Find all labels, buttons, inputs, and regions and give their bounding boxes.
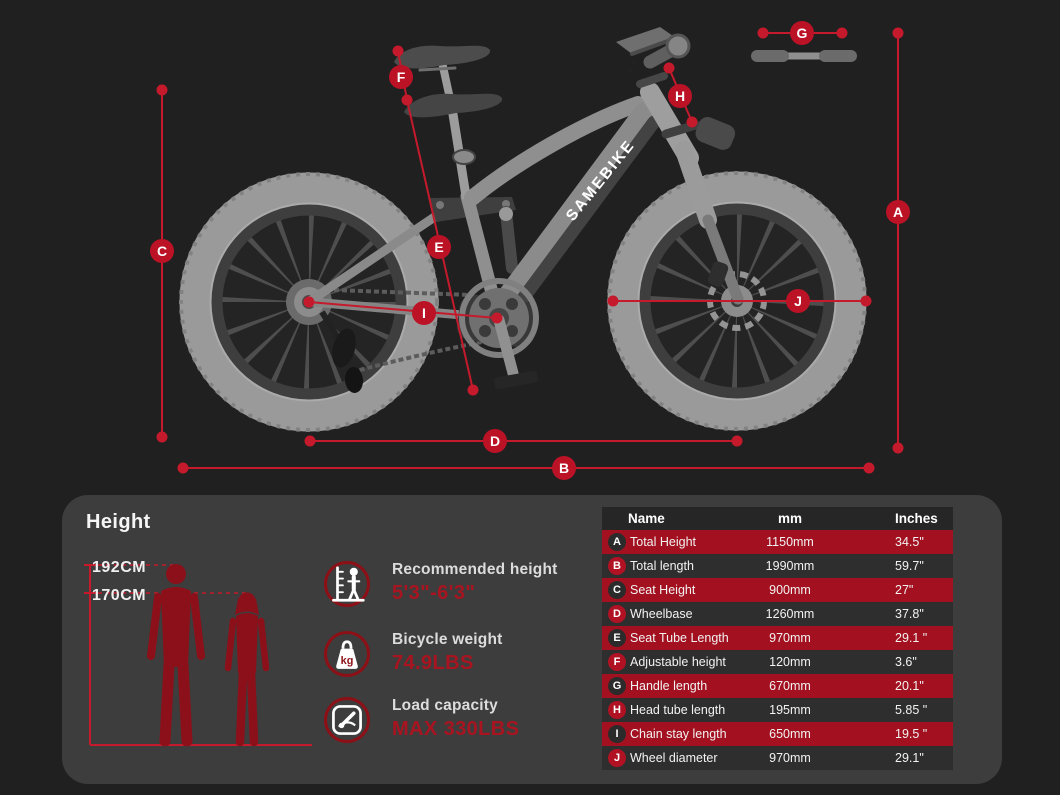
spec-panel: Height — [62, 495, 1002, 784]
row-name: Adjustable height — [630, 655, 726, 669]
tall-height-label: 192CM — [92, 559, 147, 576]
stat-value: 5'3"-6'3" — [392, 582, 476, 604]
row-mm: 1260mm — [765, 607, 815, 621]
row-name: Head tube length — [630, 703, 726, 717]
height-section-title: Height — [86, 511, 151, 533]
marker-d: D — [483, 429, 507, 453]
row-letter-badge: F — [608, 653, 626, 671]
table-row: H Head tube length 195mm 5.85 " — [602, 698, 953, 722]
row-mm: 970mm — [769, 751, 811, 765]
row-inches: 37.8" — [895, 607, 924, 621]
marker-a: A — [886, 200, 910, 224]
row-name: Chain stay length — [630, 727, 727, 741]
female-silhouette — [224, 592, 270, 747]
table-row: E Seat Tube Length 970mm 29.1 " — [602, 626, 953, 650]
row-name: Seat Height — [630, 583, 696, 597]
spec-table: Name mm Inches A Total Height 1150mm 34.… — [602, 507, 953, 770]
row-inches: 19.5 " — [895, 727, 928, 741]
stat-recommended-height: Recommended height 5'3"-6'3" — [324, 559, 594, 615]
row-inches: 29.1 " — [895, 631, 928, 645]
table-row: D Wheelbase 1260mm 37.8" — [602, 602, 953, 626]
stat-bicycle-weight: kg Bicycle weight 74.9LBS — [324, 629, 594, 685]
row-name: Wheelbase — [630, 607, 693, 621]
gauge-icon — [324, 697, 370, 743]
marker-f: F — [389, 65, 413, 89]
stat-load-capacity: Load capacity MAX 330LBS — [324, 695, 594, 751]
row-mm: 650mm — [769, 727, 811, 741]
col-header-inches: Inches — [895, 511, 938, 526]
row-inches: 27" — [895, 583, 914, 597]
row-inches: 29.1" — [895, 751, 924, 765]
marker-h: H — [668, 84, 692, 108]
table-row: J Wheel diameter 970mm 29.1" — [602, 746, 953, 770]
samebike-logo: SAMEBIKE — [563, 137, 639, 225]
marker-e: E — [427, 235, 451, 259]
stat-value: MAX 330LBS — [392, 718, 520, 740]
spec-table-header: Name mm Inches — [602, 507, 953, 530]
table-row: I Chain stay length 650mm 19.5 " — [602, 722, 953, 746]
row-letter-badge: E — [608, 629, 626, 647]
male-silhouette — [147, 564, 205, 747]
main-frame — [464, 96, 661, 328]
table-row: G Handle length 670mm 20.1" — [602, 674, 953, 698]
bike-diagram-illustration: SAMEBIKE — [156, 27, 904, 474]
row-letter-badge: I — [608, 725, 626, 743]
row-letter-badge: C — [608, 581, 626, 599]
row-letter-badge: A — [608, 533, 626, 551]
row-name: Seat Tube Length — [630, 631, 729, 645]
drivetrain — [456, 278, 539, 390]
chain — [333, 288, 483, 374]
stat-label: Recommended height — [392, 561, 558, 578]
marker-i: I — [412, 301, 436, 325]
table-row: B Total length 1990mm 59.7" — [602, 554, 953, 578]
front-fork — [675, 141, 744, 305]
stat-label: Bicycle weight — [392, 631, 503, 648]
row-inches: 34.5" — [895, 535, 924, 549]
row-mm: 900mm — [769, 583, 811, 597]
marker-j: J — [786, 289, 810, 313]
height-figures — [84, 564, 312, 747]
row-mm: 1990mm — [765, 559, 815, 573]
rear-derailleur-icon — [319, 310, 364, 393]
row-letter-badge: H — [608, 701, 626, 719]
row-mm: 1150mm — [766, 535, 814, 549]
svg-text:kg: kg — [341, 655, 354, 667]
row-name: Handle length — [630, 679, 708, 693]
row-mm: 120mm — [769, 655, 811, 669]
row-mm: 670mm — [769, 679, 811, 693]
row-inches: 3.6" — [895, 655, 917, 669]
row-name: Wheel diameter — [630, 751, 718, 765]
table-row: A Total Height 1150mm 34.5" — [602, 530, 953, 554]
weight-kg-icon: kg — [324, 631, 370, 677]
stat-label: Load capacity — [392, 697, 498, 714]
marker-c: C — [150, 239, 174, 263]
table-row: F Adjustable height 120mm 3.6" — [602, 650, 953, 674]
col-header-name: Name — [628, 511, 665, 526]
row-inches: 59.7" — [895, 559, 924, 573]
short-height-label: 170CM — [92, 587, 147, 604]
row-name: Total length — [630, 559, 694, 573]
row-letter-badge: G — [608, 677, 626, 695]
row-letter-badge: J — [608, 749, 626, 767]
row-mm: 970mm — [769, 631, 811, 645]
row-letter-badge: B — [608, 557, 626, 575]
marker-g: G — [790, 21, 814, 45]
row-name: Total Height — [630, 535, 697, 549]
table-row: C Seat Height 900mm 27" — [602, 578, 953, 602]
measurement-lines — [156, 27, 904, 474]
row-inches: 20.1" — [895, 679, 924, 693]
marker-b: B — [552, 456, 576, 480]
height-ruler-icon — [324, 561, 370, 607]
row-inches: 5.85 " — [895, 703, 928, 717]
col-header-mm: mm — [777, 511, 802, 526]
front-light-icon — [695, 116, 736, 150]
stat-value: 74.9LBS — [392, 652, 474, 674]
row-letter-badge: D — [608, 605, 626, 623]
row-mm: 195mm — [769, 703, 811, 717]
